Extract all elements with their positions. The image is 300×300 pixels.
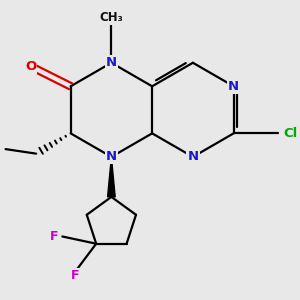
Text: F: F [71, 269, 79, 282]
Text: CH₃: CH₃ [100, 11, 123, 24]
Text: N: N [106, 56, 117, 69]
Polygon shape [108, 157, 115, 197]
Text: N: N [187, 150, 199, 164]
Text: Cl: Cl [283, 127, 297, 140]
Text: N: N [106, 150, 117, 164]
Text: O: O [25, 60, 36, 73]
Text: N: N [228, 80, 239, 93]
Text: F: F [50, 230, 59, 243]
